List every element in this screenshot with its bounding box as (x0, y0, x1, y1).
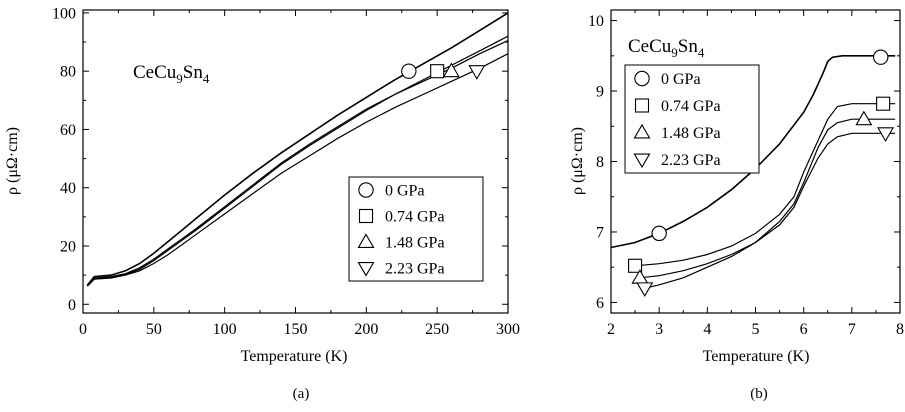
legend-label-1: 0.74 GPa (385, 209, 445, 226)
legend-label-0: 0 GPa (385, 183, 425, 200)
y-axis-label: ρ (μΩ·cm) (4, 127, 21, 195)
formula-part: CeCu (133, 62, 177, 83)
legend-marker-1 (634, 98, 650, 113)
legend-label-2: 1.48 GPa (661, 125, 721, 142)
legend-marker-3 (357, 261, 375, 277)
panel-a: 0 50 100 150 200 250 300020406080100Temperatur… (4, 5, 520, 402)
x-tick-label: 300 (496, 321, 520, 338)
legend-marker-0 (634, 70, 650, 87)
x-tick-label: 6 (800, 321, 808, 338)
x-tick-label: 100 (213, 321, 237, 338)
formula-part: 9 (176, 71, 183, 86)
formula-annotation: CeCu9Sn4 (628, 36, 705, 60)
series-marker-3 (468, 65, 486, 80)
series-marker-1 (430, 64, 445, 79)
y-tick-label: 60 (60, 122, 76, 139)
series-marker-2 (855, 110, 873, 126)
y-tick-label: 20 (60, 238, 76, 255)
series-line-2 (639, 118, 896, 279)
legend-label-3: 2.23 GPa (661, 152, 721, 169)
legend-marker-2 (633, 123, 651, 139)
y-tick-label: 6 (596, 295, 604, 312)
x-axis-label: Temperature (K) (241, 348, 348, 365)
formula-part: Sn (183, 62, 204, 83)
series-marker-1 (876, 96, 891, 111)
legend-marker-1 (358, 208, 374, 224)
x-tick-label: 50 (146, 321, 162, 338)
legend-marker-3 (633, 153, 651, 169)
series-marker-0 (873, 49, 889, 65)
x-tick-label: 250 (425, 321, 449, 338)
x-tick-label: 2 (607, 321, 615, 338)
formula-part: 4 (203, 71, 210, 86)
series-line-1 (86, 40, 509, 287)
series-start-marker-3 (636, 282, 654, 297)
formula-part: 4 (698, 45, 705, 60)
x-tick-label: 8 (896, 321, 904, 338)
series-line-1 (635, 103, 896, 267)
panel-label: (a) (293, 386, 310, 402)
legend-label-2: 1.48 GPa (385, 235, 445, 252)
panel-label: (b) (750, 386, 768, 402)
x-tick-label: 150 (284, 321, 308, 338)
x-tick-label: 4 (703, 321, 711, 338)
series-start-marker-1 (628, 258, 643, 273)
series-line-3 (644, 132, 896, 289)
panel-b: 2 3 4 5 6 7 8 6 7 8 9 10 Temperature (K) ρ (μΩ·cm) (b)… (569, 9, 904, 402)
y-tick-label: 100 (52, 5, 76, 22)
x-tick-label: 7 (848, 321, 856, 338)
formula-part: Sn (678, 36, 699, 57)
series-line-3 (86, 53, 509, 287)
legend-label-3: 2.23 GPa (385, 261, 445, 278)
y-tick-label: 0 (68, 297, 76, 314)
series-line-0 (86, 12, 509, 286)
series-marker-3 (877, 127, 895, 142)
series-line-2 (86, 35, 509, 287)
formula-part: CeCu (628, 36, 672, 57)
y-tick-label: 10 (588, 13, 604, 30)
y-tick-label: 40 (60, 180, 76, 197)
series-marker-2 (442, 62, 460, 78)
formula-annotation: CeCu9Sn4 (133, 62, 210, 86)
legend-label-0: 0 GPa (661, 71, 701, 88)
y-axis-label: ρ (μΩ·cm) (569, 127, 586, 195)
legend-marker-0 (358, 182, 374, 198)
series-start-marker-0 (651, 225, 667, 242)
legend-label-1: 0.74 GPa (661, 98, 721, 115)
y-tick-label: 80 (60, 64, 76, 81)
x-tick-label: 200 (354, 321, 378, 338)
y-tick-label: 7 (596, 224, 604, 241)
series-line-0 (610, 55, 896, 249)
x-axis-label: Temperature (K) (703, 348, 810, 365)
series-marker-0 (401, 63, 417, 79)
x-tick-label: 0 (79, 321, 87, 338)
y-tick-label: 9 (596, 84, 604, 101)
legend-marker-2 (357, 233, 375, 249)
formula-part: 9 (671, 45, 678, 60)
y-tick-label: 8 (596, 154, 604, 171)
x-tick-label: 5 (752, 321, 760, 338)
x-tick-label: 3 (655, 321, 663, 338)
